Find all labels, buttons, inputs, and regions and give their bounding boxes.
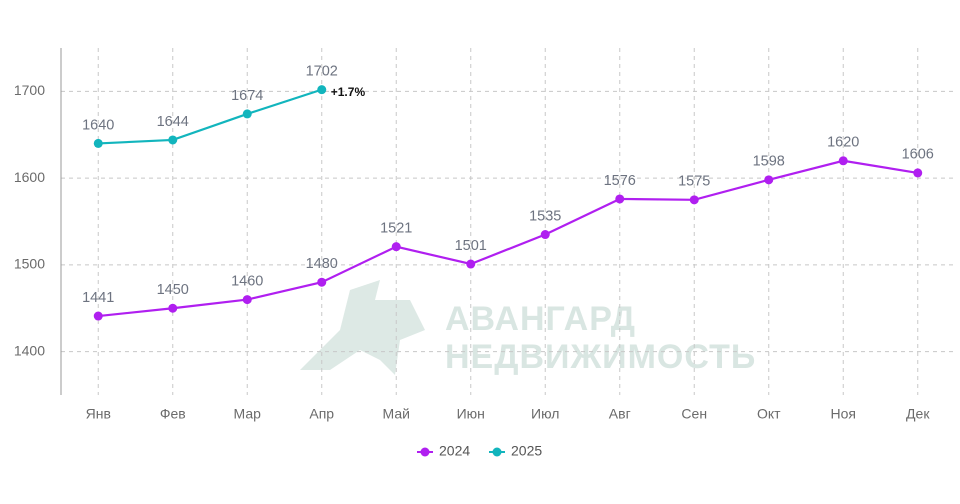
x-tick-label: Июн [457, 406, 485, 422]
data-label: 1644 [157, 114, 189, 130]
point [168, 135, 178, 145]
data-label: 1674 [231, 88, 263, 104]
data-label: 1521 [380, 220, 412, 236]
legend-label: 2024 [439, 443, 470, 459]
point [317, 85, 327, 95]
data-label: 1480 [306, 256, 338, 272]
data-label: 1460 [231, 273, 263, 289]
data-label: 1702 [306, 63, 338, 79]
point [689, 195, 699, 205]
data-label: 1575 [678, 174, 710, 190]
x-tick-label: Окт [757, 406, 781, 422]
point [615, 194, 625, 204]
legend-dot [420, 447, 430, 457]
data-label: 1441 [82, 290, 114, 306]
y-tick-label: 1700 [14, 82, 45, 98]
watermark-text: АВАНГАРД [445, 300, 636, 338]
legend-label: 2025 [511, 443, 542, 459]
data-label: 1620 [827, 135, 859, 151]
y-tick-label: 1600 [14, 169, 45, 185]
x-tick-label: Июл [531, 406, 559, 422]
data-label: 1535 [529, 208, 561, 224]
series-line [98, 88, 323, 145]
point [391, 242, 401, 252]
x-tick-label: Фев [160, 406, 186, 422]
data-label: 1576 [604, 173, 636, 189]
series-line [98, 159, 918, 318]
legend: 2024 2025 [417, 443, 542, 459]
point [913, 168, 923, 178]
point [93, 138, 103, 148]
data-label: 1640 [82, 117, 114, 133]
point [168, 303, 178, 313]
point [466, 259, 476, 269]
annotation: +1.7% [331, 85, 366, 99]
point [242, 295, 252, 305]
watermark-logo [300, 280, 425, 375]
x-tick-label: Янв [86, 406, 111, 422]
x-tick-label: Дек [906, 406, 930, 422]
data-label: 1450 [157, 282, 189, 298]
y-tick-label: 1400 [14, 342, 45, 358]
point [317, 277, 327, 287]
point [764, 175, 774, 185]
data-label: 1501 [455, 238, 487, 254]
x-tick-label: Май [383, 406, 410, 422]
watermark-text: НЕДВИЖИМОСТЬ [445, 338, 756, 376]
point [540, 230, 550, 240]
y-tick-label: 1500 [14, 256, 45, 272]
point [838, 156, 848, 166]
x-tick-label: Ноя [831, 406, 856, 422]
x-tick-label: Апр [309, 406, 334, 422]
point [93, 311, 103, 321]
data-label: 1606 [902, 147, 934, 163]
x-tick-label: Мар [234, 406, 262, 422]
point [242, 109, 252, 119]
data-label: 1598 [753, 154, 785, 170]
x-tick-label: Авг [609, 406, 631, 422]
legend-dot [492, 447, 502, 457]
x-tick-label: Сен [681, 406, 707, 422]
